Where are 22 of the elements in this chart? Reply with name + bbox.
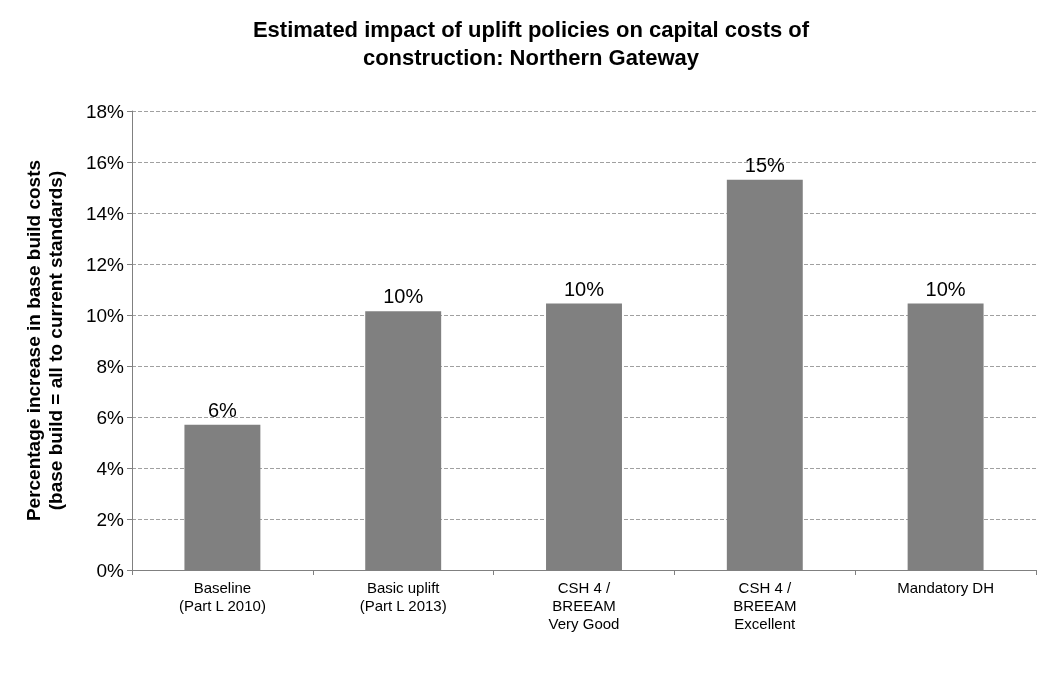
x-tick-label: Baseline (Part L 2010)	[178, 578, 266, 614]
y-tick-label: 10%	[85, 304, 125, 326]
y-axis-title: Percentage increase in base build costs (base build = all to current standards)	[22, 159, 66, 522]
y-tick-label: 18%	[85, 100, 125, 122]
y-tick-label: 4%	[96, 457, 125, 479]
x-tick-label: Mandatory DH	[897, 578, 994, 596]
data-label: 10%	[563, 277, 605, 300]
y-tick-label: 0%	[96, 559, 125, 581]
y-tick-label: 16%	[85, 151, 125, 173]
data-label: 15%	[744, 153, 786, 176]
y-tick-label: 12%	[85, 253, 125, 275]
data-label: 10%	[925, 277, 966, 300]
y-tick-label: 6%	[96, 406, 125, 428]
x-tick-label: CSH 4 / BREEAM Very Good	[548, 578, 620, 632]
data-label: 10%	[383, 285, 424, 308]
y-tick-label: 2%	[96, 508, 125, 530]
x-tick-label: CSH 4 / BREEAM Excellent	[733, 578, 797, 632]
y-tick-label: 14%	[85, 202, 125, 224]
y-tick-label: 8%	[96, 355, 125, 377]
chart-title: Estimated impact of uplift policies on capital costs of construction: Northern Gateway	[252, 16, 810, 70]
x-tick-label: Basic uplift (Part L 2013)	[359, 578, 447, 614]
data-label: 6%	[207, 398, 238, 421]
